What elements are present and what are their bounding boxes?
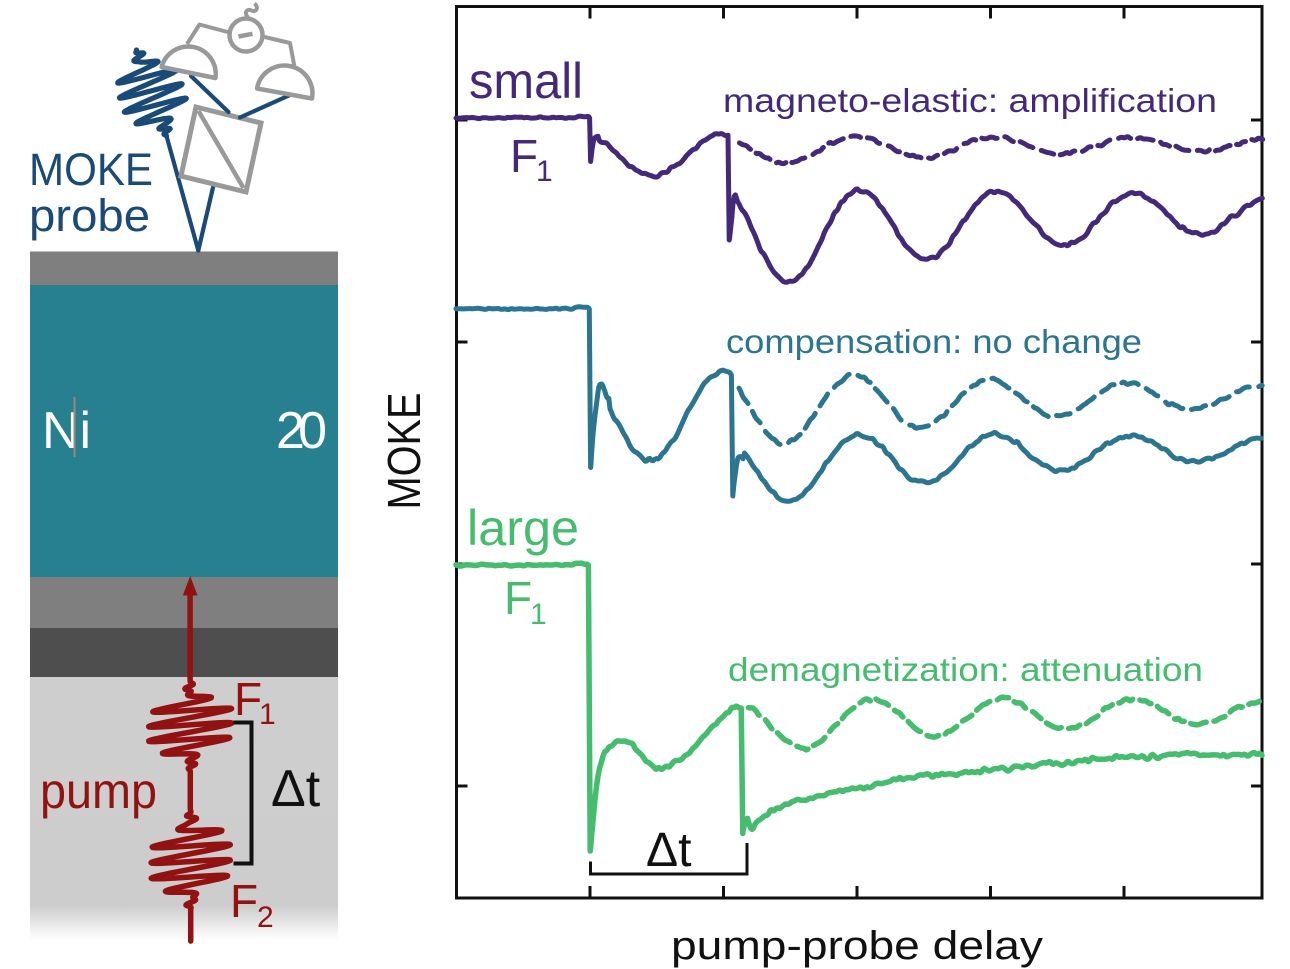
svg-text:probe: probe xyxy=(29,190,150,241)
svg-text:MOKE: MOKE xyxy=(29,144,153,195)
svg-text:Δt: Δt xyxy=(271,760,321,818)
svg-text:F: F xyxy=(230,875,258,927)
svg-text:1: 1 xyxy=(536,155,553,188)
svg-text:1: 1 xyxy=(259,698,276,731)
svg-text:large: large xyxy=(467,500,579,556)
svg-text:pump: pump xyxy=(40,763,157,819)
svg-text:demagnetization: attenuation: demagnetization: attenuation xyxy=(728,651,1203,688)
svg-text:magneto-elastic: amplification: magneto-elastic: amplification xyxy=(723,82,1217,119)
svg-text:small: small xyxy=(469,53,583,109)
svg-text:Ni: Ni xyxy=(42,402,91,460)
svg-text:compensation: no change: compensation: no change xyxy=(726,323,1142,360)
svg-text:MOKE: MOKE xyxy=(378,393,430,510)
svg-text:20: 20 xyxy=(276,402,327,460)
svg-text:pump-probe delay: pump-probe delay xyxy=(671,924,1043,968)
svg-text:F: F xyxy=(234,673,262,725)
svg-text:F: F xyxy=(510,130,538,182)
svg-text:2: 2 xyxy=(257,901,274,934)
svg-text:F: F xyxy=(504,572,532,624)
svg-text:1: 1 xyxy=(530,598,547,631)
svg-text:Δt: Δt xyxy=(646,824,691,877)
